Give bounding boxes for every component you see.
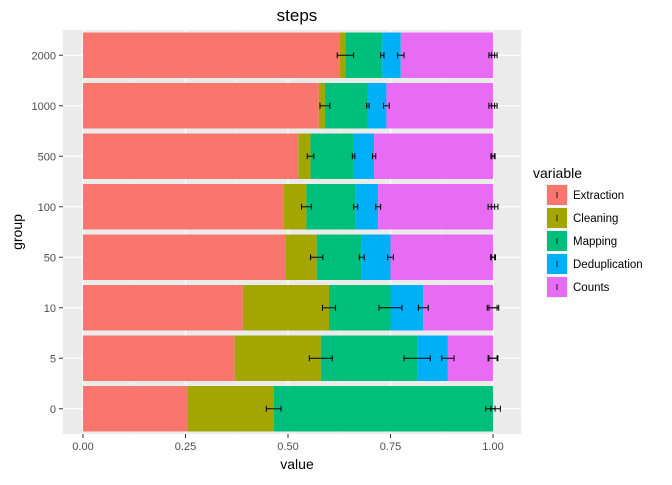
error-bar-cleaning xyxy=(301,203,312,210)
error-bar-mapping xyxy=(366,102,370,109)
error-bar-deduplication xyxy=(417,304,429,311)
y-axis-ticks: 0 5 10 50 100 500 1000 2000 xyxy=(32,50,63,416)
bar-segment-extraction xyxy=(83,83,319,129)
error-bar-mapping xyxy=(378,304,403,311)
legend-item-counts: Counts xyxy=(546,276,610,298)
y-tick-label: 2000 xyxy=(32,50,56,62)
bar-segment-deduplication xyxy=(361,234,391,280)
error-bar-deduplication xyxy=(383,102,390,109)
bar-segment-mapping xyxy=(273,386,493,432)
bar-segment-cleaning xyxy=(283,184,307,230)
error-bar-total xyxy=(490,254,496,261)
error-bar-cleaning xyxy=(336,52,355,59)
legend-label: Extraction xyxy=(573,190,624,202)
bar-segment-counts xyxy=(374,133,493,179)
chart-title: steps xyxy=(277,6,318,25)
error-bar-total xyxy=(488,52,498,59)
error-bar-cleaning xyxy=(306,153,315,160)
bar-segment-extraction xyxy=(83,234,286,280)
legend: variable Extraction Cleaning Mapping Dedupl… xyxy=(533,165,643,298)
bar-segment-counts xyxy=(423,285,493,331)
bar-segment-mapping xyxy=(316,234,362,280)
error-bar-mapping xyxy=(358,254,365,261)
bar-segment-extraction xyxy=(83,285,243,331)
bar-segment-mapping xyxy=(306,184,356,230)
error-bar-cleaning xyxy=(321,304,337,311)
bar-segment-deduplication xyxy=(355,184,379,230)
bar-segment-counts xyxy=(378,184,493,230)
bar-segment-cleaning xyxy=(298,133,311,179)
y-tick-label: 10 xyxy=(44,303,56,315)
error-bar-total xyxy=(488,102,498,109)
bar-segment-cleaning xyxy=(242,285,329,331)
legend-label: Counts xyxy=(573,282,610,294)
error-bar-cleaning xyxy=(310,254,324,261)
legend-label: Mapping xyxy=(573,236,617,248)
error-bar-deduplication xyxy=(371,153,377,160)
y-tick-label: 100 xyxy=(38,202,56,214)
x-tick-label: 0.25 xyxy=(175,441,196,453)
bar-segment-counts xyxy=(400,32,493,78)
bar-segment-deduplication xyxy=(367,83,387,129)
y-tick-label: 0 xyxy=(50,404,56,416)
error-bar-cleaning xyxy=(265,405,282,412)
bar-segment-mapping xyxy=(310,133,354,179)
y-tick-label: 50 xyxy=(44,252,56,264)
bar-segment-deduplication xyxy=(353,133,375,179)
bar-segment-mapping xyxy=(324,83,368,129)
error-bar-mapping xyxy=(380,52,385,59)
bar-segment-extraction xyxy=(83,386,188,432)
bar-segment-extraction xyxy=(83,133,299,179)
error-bar-mapping xyxy=(351,153,356,160)
legend-item-cleaning: Cleaning xyxy=(546,207,618,229)
legend-label: Deduplication xyxy=(573,259,643,271)
error-bar-deduplication xyxy=(387,254,394,261)
x-axis-label: value xyxy=(280,456,314,472)
bar-segment-mapping xyxy=(320,335,418,381)
error-bar-deduplication xyxy=(396,52,405,59)
error-bar-total xyxy=(487,355,499,362)
legend-items: Extraction Cleaning Mapping Deduplication Co… xyxy=(546,184,643,298)
error-bar-cleaning xyxy=(308,355,333,362)
y-tick-label: 1000 xyxy=(32,101,56,113)
y-axis-label: group xyxy=(9,214,25,250)
legend-item-extraction: Extraction xyxy=(546,184,624,206)
error-bar-mapping xyxy=(403,355,431,362)
error-bars-layer xyxy=(265,52,501,412)
x-tick-label: 0.75 xyxy=(380,441,401,453)
error-bar-deduplication xyxy=(375,203,382,210)
error-bar-mapping xyxy=(353,203,359,210)
error-bar-deduplication xyxy=(441,355,455,362)
error-bar-total xyxy=(485,405,501,412)
bar-segment-extraction xyxy=(83,335,235,381)
legend-label: Cleaning xyxy=(573,213,618,225)
error-bar-total xyxy=(490,153,496,160)
bar-segment-cleaning xyxy=(234,335,321,381)
x-tick-label: 0.50 xyxy=(277,441,298,453)
y-tick-label: 500 xyxy=(38,151,56,163)
bar-segment-counts xyxy=(386,83,493,129)
bar-segment-deduplication xyxy=(382,32,401,78)
legend-item-mapping: Mapping xyxy=(546,230,617,252)
x-tick-label: 1.00 xyxy=(482,441,503,453)
bar-segment-counts xyxy=(390,234,493,280)
bar-segment-extraction xyxy=(83,184,284,230)
bars-layer xyxy=(83,32,493,432)
x-axis-ticks: 0.00 0.25 0.50 0.75 1.00 xyxy=(72,434,504,453)
bar-segment-extraction xyxy=(83,32,340,78)
legend-item-deduplication: Deduplication xyxy=(546,253,643,275)
y-tick-label: 5 xyxy=(50,353,56,365)
error-bar-total xyxy=(487,203,499,210)
legend-title: variable xyxy=(533,165,582,181)
x-tick-label: 0.00 xyxy=(72,441,93,453)
error-bar-total xyxy=(486,304,500,311)
error-bar-cleaning xyxy=(319,102,331,109)
bar-segment-counts xyxy=(447,335,493,381)
bar-segment-cleaning xyxy=(187,386,274,432)
